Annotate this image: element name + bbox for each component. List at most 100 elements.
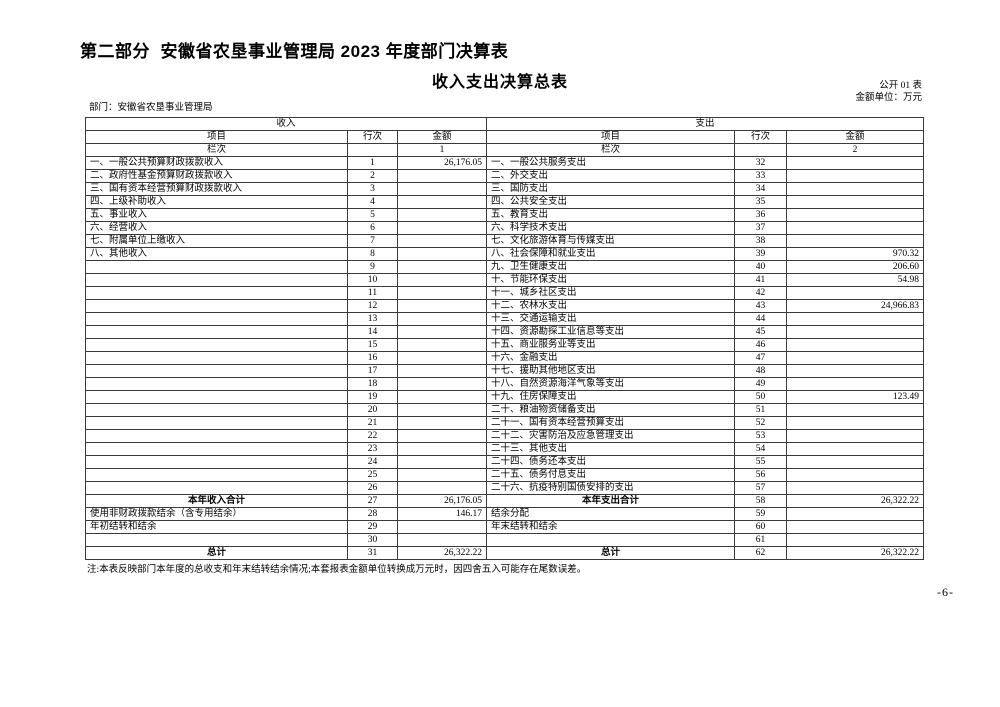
expense-item-cell: 八、社会保障和就业支出 (486, 247, 735, 261)
expense-item-cell: 十四、资源勘探工业信息等支出 (486, 325, 735, 339)
income-amount-cell (397, 481, 487, 495)
table-row: 24 二十四、债务还本支出 55 (85, 455, 924, 469)
income-item-cell (85, 377, 348, 391)
income-item-cell (85, 312, 348, 326)
table-row: 二、政府性基金预算财政拨款收入 2 二、外交支出 33 (85, 169, 924, 183)
income-line-number-cell: 18 (347, 377, 398, 391)
table-row: 19 十九、住房保障支出 50 123.49 (85, 390, 924, 404)
income-line-header: 行次 (347, 130, 398, 144)
expense-item-cell: 十六、金融支出 (486, 351, 735, 365)
income-item-cell (85, 299, 348, 313)
expense-item-cell: 二十、粮油物资储备支出 (486, 403, 735, 417)
expense-item-cell: 结余分配 (486, 507, 735, 521)
income-line-number-cell: 22 (347, 429, 398, 443)
expense-amount-cell (786, 208, 924, 222)
expense-item-cell: 四、公共安全支出 (486, 195, 735, 209)
section-header-row: 收入 支出 (85, 117, 924, 131)
income-line-number-cell: 7 (347, 234, 398, 248)
income-amount-cell (397, 520, 487, 534)
income-line-number-cell: 2 (347, 169, 398, 183)
expense-amount-cell (786, 429, 924, 443)
expense-amount-cell (786, 468, 924, 482)
expense-item-cell: 二十一、国有资本经营预算支出 (486, 416, 735, 430)
income-item-cell: 使用非财政拨款结余（含专用结余） (85, 507, 348, 521)
expense-item-cell: 总计 (486, 546, 735, 560)
income-item-cell (85, 390, 348, 404)
expense-line-number-cell: 61 (734, 533, 787, 547)
income-item-cell (85, 468, 348, 482)
income-lanci-line (347, 143, 398, 157)
income-item-cell: 八、其他收入 (85, 247, 348, 261)
income-item-cell (85, 403, 348, 417)
income-item-cell (85, 325, 348, 339)
income-item-header: 项目 (85, 130, 348, 144)
income-amount-cell (397, 325, 487, 339)
expense-amount-cell (786, 416, 924, 430)
income-amount-cell (397, 468, 487, 482)
table-row: 本年收入合计 27 26,176.05 本年支出合计 58 26,322.22 (85, 494, 924, 508)
expense-line-number-cell: 48 (734, 364, 787, 378)
income-amount-cell (397, 234, 487, 248)
income-line-number-cell: 31 (347, 546, 398, 560)
expense-item-cell: 二十四、债务还本支出 (486, 455, 735, 469)
income-line-number-cell: 13 (347, 312, 398, 326)
expense-item-cell: 二十五、债务付息支出 (486, 468, 735, 482)
expense-amount-cell (786, 377, 924, 391)
income-item-cell (85, 416, 348, 430)
expense-amount-cell: 54.98 (786, 273, 924, 287)
income-amount-cell (397, 390, 487, 404)
income-item-cell: 年初结转和结余 (85, 520, 348, 534)
income-amount-cell (397, 286, 487, 300)
income-line-number-cell: 17 (347, 364, 398, 378)
income-item-cell (85, 455, 348, 469)
income-amount-cell: 26,322.22 (397, 546, 487, 560)
income-line-number-cell: 8 (347, 247, 398, 261)
expense-item-cell: 十、节能环保支出 (486, 273, 735, 287)
expense-amount-cell (786, 234, 924, 248)
income-amount-cell: 26,176.05 (397, 494, 487, 508)
income-amount-cell (397, 182, 487, 196)
department-label: 部门：安徽省农垦事业管理局 (89, 103, 213, 113)
expense-section-header: 支出 (486, 117, 924, 131)
table-row: 25 二十五、债务付息支出 56 (85, 468, 924, 482)
income-line-number-cell: 4 (347, 195, 398, 209)
table-row: 总计 31 26,322.22 总计 62 26,322.22 (85, 546, 924, 560)
expense-item-cell: 十七、援助其他地区支出 (486, 364, 735, 378)
income-line-number-cell: 25 (347, 468, 398, 482)
expense-amount-cell (786, 286, 924, 300)
table-row: 15 十五、商业服务业等支出 46 (85, 338, 924, 352)
expense-item-cell: 二十六、抗疫特别国债安排的支出 (486, 481, 735, 495)
income-line-number-cell: 21 (347, 416, 398, 430)
income-section-header: 收入 (85, 117, 487, 131)
income-amount-cell (397, 208, 487, 222)
expense-amount-cell (786, 533, 924, 547)
table-row: 26 二十六、抗疫特别国债安排的支出 57 (85, 481, 924, 495)
expense-item-cell: 一、一般公共服务支出 (486, 156, 735, 170)
income-line-number-cell: 3 (347, 182, 398, 196)
expense-amount-cell (786, 195, 924, 209)
table-row: 23 二十三、其他支出 54 (85, 442, 924, 456)
income-line-number-cell: 30 (347, 533, 398, 547)
income-amount-header: 金额 (397, 130, 487, 144)
income-line-number-cell: 23 (347, 442, 398, 456)
expense-line-number-cell: 50 (734, 390, 787, 404)
expense-line-number-cell: 53 (734, 429, 787, 443)
expense-line-number-cell: 59 (734, 507, 787, 521)
income-amount-cell (397, 455, 487, 469)
table-row: 使用非财政拨款结余（含专用结余） 28 146.17 结余分配 59 (85, 507, 924, 521)
lanci-row: 栏次 1 栏次 2 (85, 143, 924, 157)
table-row: 22 二十二、灾害防治及应急管理支出 53 (85, 429, 924, 443)
expense-line-number-cell: 39 (734, 247, 787, 261)
table-row: 12 十二、农林水支出 43 24,966.83 (85, 299, 924, 313)
table-row: 四、上级补助收入 4 四、公共安全支出 35 (85, 195, 924, 209)
page-title: 第二部分 安徽省农垦事业管理局 2023 年度部门决算表 (80, 42, 509, 61)
income-line-number-cell: 6 (347, 221, 398, 235)
income-item-cell (85, 286, 348, 300)
expense-line-number-cell: 47 (734, 351, 787, 365)
income-amount-cell: 26,176.05 (397, 156, 487, 170)
expense-line-number-cell: 33 (734, 169, 787, 183)
expense-item-cell: 三、国防支出 (486, 182, 735, 196)
table-row: 10 十、节能环保支出 41 54.98 (85, 273, 924, 287)
expense-amount-cell (786, 312, 924, 326)
expense-amount-cell (786, 182, 924, 196)
